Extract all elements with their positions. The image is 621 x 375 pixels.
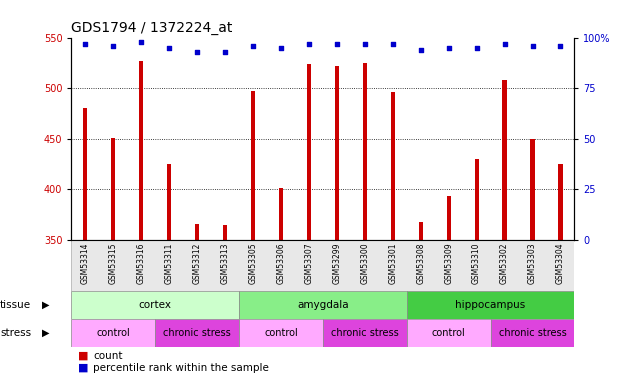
Bar — [195, 224, 199, 240]
Text: stress: stress — [0, 328, 31, 338]
Text: cortex: cortex — [138, 300, 172, 310]
Point — [388, 40, 397, 46]
Text: GDS1794 / 1372224_at: GDS1794 / 1372224_at — [71, 21, 233, 35]
Point — [220, 49, 230, 55]
Text: GSM53308: GSM53308 — [416, 243, 425, 284]
Text: GSM53305: GSM53305 — [248, 243, 258, 284]
Point — [472, 45, 482, 51]
Text: chronic stress: chronic stress — [163, 328, 231, 338]
Text: GSM53299: GSM53299 — [332, 243, 342, 284]
Text: control: control — [264, 328, 298, 338]
Point — [528, 43, 538, 49]
Bar — [307, 64, 311, 240]
Text: ▶: ▶ — [42, 328, 50, 338]
Text: GSM53301: GSM53301 — [388, 243, 397, 284]
Point — [193, 49, 202, 55]
Text: amygdala: amygdala — [297, 300, 349, 310]
Bar — [111, 138, 116, 240]
Text: ■: ■ — [78, 363, 88, 373]
Bar — [530, 139, 535, 240]
Text: hippocampus: hippocampus — [455, 300, 526, 310]
Point — [304, 40, 314, 46]
Text: GSM53309: GSM53309 — [444, 243, 453, 284]
Point — [360, 40, 369, 46]
Bar — [139, 61, 143, 240]
Bar — [223, 225, 227, 240]
Bar — [239, 291, 407, 319]
Point — [499, 40, 509, 46]
Bar — [155, 319, 239, 347]
Bar — [502, 80, 507, 240]
Bar — [363, 63, 367, 240]
Text: ■: ■ — [78, 351, 88, 361]
Text: ▶: ▶ — [42, 300, 50, 310]
Text: control: control — [96, 328, 130, 338]
Text: chronic stress: chronic stress — [499, 328, 566, 338]
Text: tissue: tissue — [0, 300, 31, 310]
Text: control: control — [432, 328, 466, 338]
Bar — [251, 91, 255, 240]
Point — [164, 45, 174, 51]
Point — [81, 40, 91, 46]
Bar — [558, 164, 563, 240]
Bar — [407, 291, 574, 319]
Point — [137, 39, 147, 45]
Bar — [391, 92, 395, 240]
Text: GSM53306: GSM53306 — [276, 243, 286, 284]
Text: GSM53316: GSM53316 — [137, 243, 146, 284]
Bar — [323, 319, 407, 347]
Bar — [83, 108, 88, 240]
Text: GSM53307: GSM53307 — [304, 243, 314, 284]
Bar — [335, 66, 339, 240]
Bar — [71, 319, 155, 347]
Bar — [407, 319, 491, 347]
Text: count: count — [93, 351, 123, 361]
Text: chronic stress: chronic stress — [331, 328, 399, 338]
Text: GSM53312: GSM53312 — [193, 243, 202, 284]
Point — [276, 45, 286, 51]
Bar — [167, 164, 171, 240]
Point — [555, 43, 565, 49]
Text: GSM53310: GSM53310 — [472, 243, 481, 284]
Text: GSM53314: GSM53314 — [81, 243, 90, 284]
Text: GSM53313: GSM53313 — [220, 243, 230, 284]
Text: GSM53303: GSM53303 — [528, 243, 537, 284]
Text: GSM53302: GSM53302 — [500, 243, 509, 284]
Text: GSM53315: GSM53315 — [109, 243, 118, 284]
Point — [248, 43, 258, 49]
Point — [332, 40, 342, 46]
Text: GSM53304: GSM53304 — [556, 243, 565, 284]
Point — [109, 43, 119, 49]
Text: percentile rank within the sample: percentile rank within the sample — [93, 363, 269, 373]
Bar — [71, 291, 239, 319]
Bar — [491, 319, 574, 347]
Bar — [446, 196, 451, 240]
Text: GSM53311: GSM53311 — [165, 243, 174, 284]
Bar — [419, 222, 423, 240]
Point — [443, 45, 453, 51]
Point — [416, 46, 426, 53]
Bar — [239, 319, 323, 347]
Bar — [279, 188, 283, 240]
Bar — [474, 159, 479, 240]
Text: GSM53300: GSM53300 — [360, 243, 369, 284]
